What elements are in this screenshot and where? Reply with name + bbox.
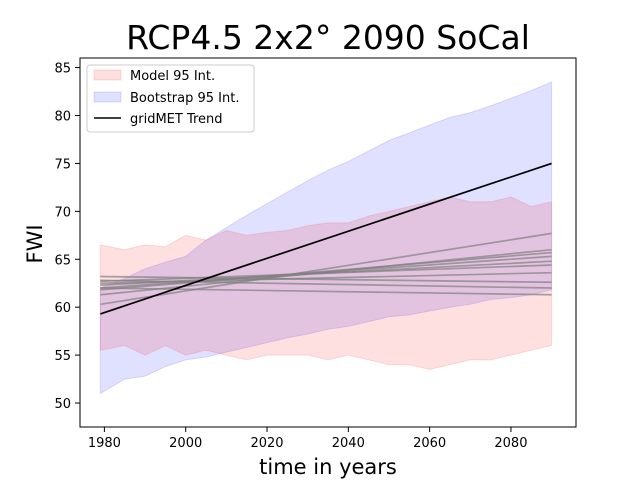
bands-layer xyxy=(99,81,553,395)
x-tick-label: 2000 xyxy=(169,436,202,451)
model-trend-line xyxy=(100,232,552,306)
model-trend-line xyxy=(100,264,552,283)
ticks-layer: 1980 2000 2020 2040 2060 2080 50 55 60 65 70 75 80 85 xyxy=(54,62,527,451)
x-tick-label: 1980 xyxy=(88,436,121,451)
legend-label-model-band: Model 95 Int. xyxy=(130,69,215,84)
legend-label-gridmet-trend: gridMET Trend xyxy=(130,112,223,127)
y-tick-label: 55 xyxy=(54,349,71,364)
y-tick-label: 65 xyxy=(54,253,71,268)
model-trend-line xyxy=(100,279,552,289)
gridmet-trend-line xyxy=(100,162,552,315)
y-tick-label: 50 xyxy=(54,397,71,412)
x-tick-label: 2080 xyxy=(494,436,527,451)
chart-title: RCP4.5 2x2° 2090 SoCal xyxy=(126,18,530,57)
legend-box xyxy=(86,64,255,133)
model-interval-band xyxy=(99,196,553,371)
plot-frame xyxy=(79,57,577,428)
x-tick-label: 2040 xyxy=(332,436,365,451)
lines-layer xyxy=(100,162,552,315)
y-tick-label: 80 xyxy=(54,110,71,125)
legend-swatch-bootstrap-band xyxy=(93,91,122,103)
y-tick-label: 85 xyxy=(54,62,71,77)
model-trend-line xyxy=(100,255,552,289)
model-trend-line xyxy=(100,251,552,291)
y-tick-label: 75 xyxy=(54,157,71,172)
y-axis-label: FWI xyxy=(23,224,47,263)
x-tick-label: 2060 xyxy=(413,436,446,451)
legend: Model 95 Int. Bootstrap 95 Int. gridMET … xyxy=(86,64,255,133)
legend-swatch-model-band xyxy=(93,69,122,81)
y-tick-label: 70 xyxy=(54,205,71,220)
bootstrap-interval-band xyxy=(99,81,553,395)
model-trend-line xyxy=(100,275,552,284)
x-axis-label: time in years xyxy=(259,455,397,479)
x-tick-label: 2020 xyxy=(250,436,283,451)
legend-label-bootstrap-band: Bootstrap 95 Int. xyxy=(130,91,239,106)
y-tick-label: 60 xyxy=(54,301,71,316)
